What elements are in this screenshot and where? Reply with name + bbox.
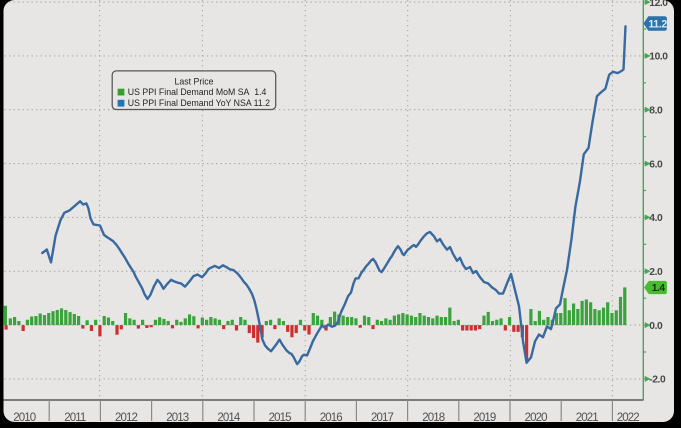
svg-text:2011: 2011 — [64, 412, 86, 424]
svg-text:4.0: 4.0 — [649, 213, 663, 224]
svg-text:2.0: 2.0 — [649, 267, 663, 278]
svg-text:2020: 2020 — [525, 412, 547, 424]
svg-text:10.0: 10.0 — [649, 52, 668, 63]
svg-text:0.0: 0.0 — [649, 321, 663, 332]
svg-text:11.2: 11.2 — [648, 18, 667, 30]
svg-text:2018: 2018 — [422, 412, 444, 424]
svg-text:2019: 2019 — [473, 412, 495, 424]
svg-text:Last Price: Last Price — [175, 77, 214, 87]
svg-text:2017: 2017 — [371, 412, 393, 424]
svg-text:1.4: 1.4 — [652, 283, 666, 294]
svg-text:2012: 2012 — [115, 412, 137, 424]
svg-text:6.0: 6.0 — [649, 159, 663, 170]
svg-text:2022: 2022 — [617, 412, 639, 424]
svg-text:2010: 2010 — [13, 412, 35, 424]
svg-text:2014: 2014 — [217, 412, 240, 424]
svg-text:8.0: 8.0 — [649, 105, 663, 116]
svg-text:2021: 2021 — [576, 412, 598, 424]
svg-text:12.0: 12.0 — [649, 0, 668, 9]
svg-text:US PPI Final Demand YoY NSA 11: US PPI Final Demand YoY NSA 11.2 — [128, 98, 270, 108]
svg-text:2013: 2013 — [166, 412, 188, 424]
svg-text:-2.0: -2.0 — [649, 375, 666, 386]
svg-text:2015: 2015 — [269, 412, 291, 424]
svg-text:2016: 2016 — [320, 412, 342, 424]
svg-text:US PPI Final Demand MoM SA 1.: US PPI Final Demand MoM SA 1.4 — [128, 87, 267, 97]
